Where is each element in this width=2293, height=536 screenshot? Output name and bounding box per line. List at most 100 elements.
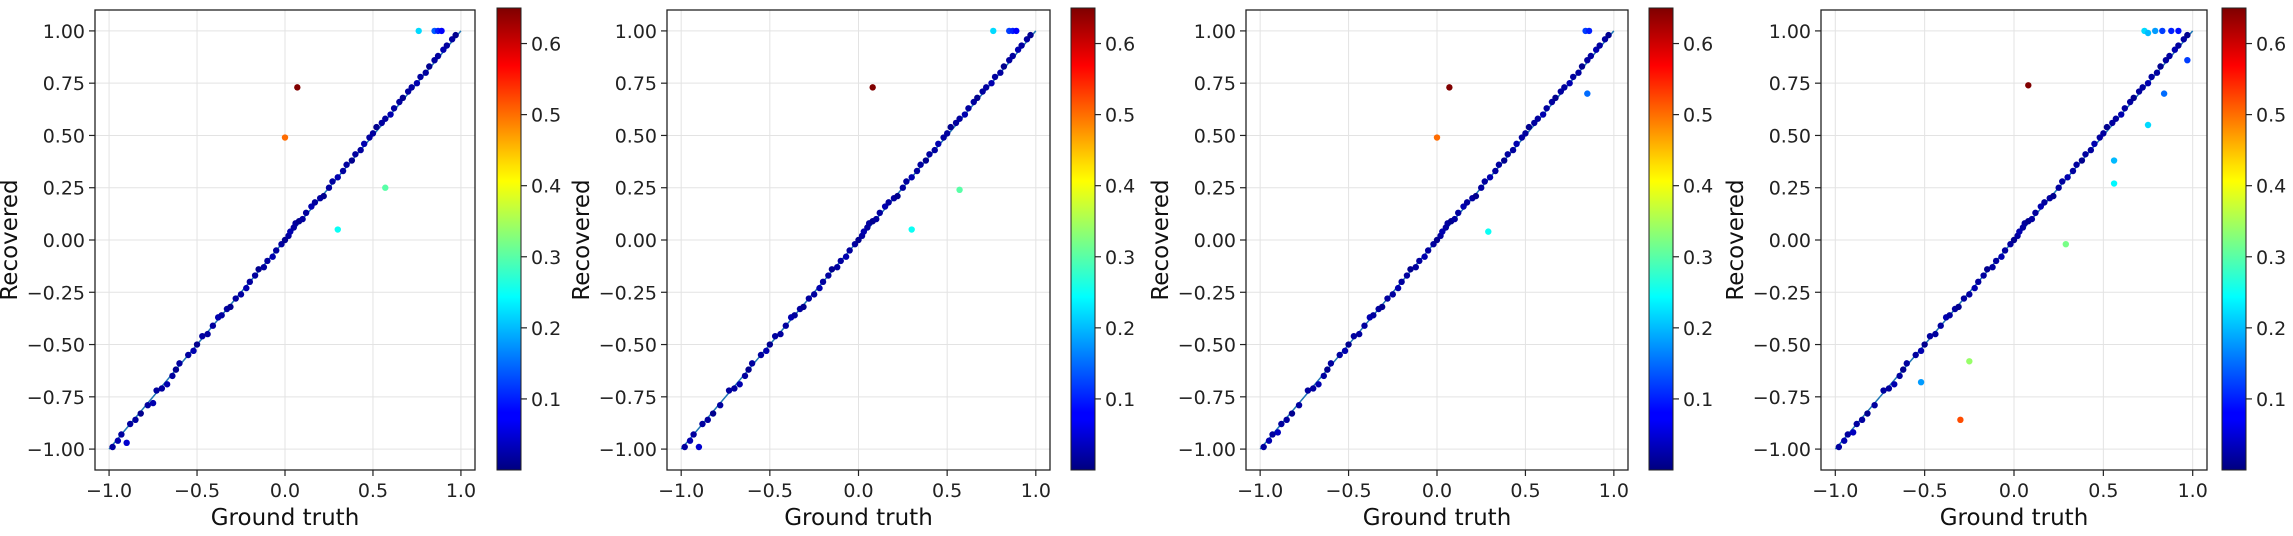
data-point	[294, 84, 301, 91]
data-point	[766, 341, 774, 348]
data-point	[2184, 31, 2191, 39]
data-point	[2069, 167, 2077, 175]
x-tick-label: −1.0	[1812, 480, 1858, 502]
data-point	[1013, 27, 1020, 35]
data-point	[805, 295, 813, 302]
colorbar-tick-label: 0.5	[2256, 105, 2286, 127]
data-point	[1310, 385, 1317, 392]
data-point	[1960, 295, 1968, 302]
grid	[1246, 10, 1628, 470]
colorbar: 0.1 0.2 0.3 0.4 0.5 0.6	[2221, 7, 2286, 471]
data-point	[2148, 73, 2155, 81]
data-point	[1341, 347, 1349, 355]
data-point	[448, 36, 456, 43]
data-point	[947, 123, 954, 131]
data-point	[390, 105, 398, 112]
data-point	[704, 416, 711, 424]
data-points	[1835, 27, 2191, 451]
data-point	[1424, 247, 1432, 254]
data-point	[2159, 27, 2166, 35]
data-point	[956, 115, 963, 122]
data-point	[2162, 56, 2170, 64]
data-point	[1504, 151, 1511, 158]
data-point	[2130, 94, 2137, 102]
data-point	[1871, 401, 1878, 409]
data-point	[243, 284, 250, 292]
data-points	[681, 27, 1034, 451]
colorbar-tick-label: 0.3	[2256, 247, 2286, 269]
data-point	[1433, 236, 1441, 244]
data-point	[255, 266, 262, 273]
data-point	[2041, 199, 2048, 206]
grid	[667, 10, 1050, 470]
colorbar-tick-label: 0.3	[531, 247, 561, 269]
colorbar-tick-label: 0.6	[1683, 34, 1713, 56]
data-point	[1989, 263, 1996, 271]
x-tick-label: 1.0	[1599, 480, 1629, 502]
data-point	[1009, 52, 1016, 60]
data-point	[204, 330, 211, 338]
colorbar-tick-label: 0.5	[1683, 105, 1713, 127]
x-tick-label: 1.0	[446, 480, 476, 502]
data-point	[1912, 351, 1919, 359]
data-point	[1265, 437, 1273, 444]
y-tick-label: −1.00	[27, 439, 85, 461]
data-point	[2037, 203, 2045, 210]
data-point	[1917, 378, 1925, 386]
y-tick-label: 0.75	[43, 73, 85, 95]
data-point	[2096, 134, 2103, 141]
colorbar-tick-label: 0.2	[2256, 318, 2286, 340]
data-point	[1378, 303, 1386, 311]
data-points	[1260, 27, 1612, 451]
data-point	[800, 303, 807, 311]
data-point	[1605, 31, 1612, 39]
data-point	[2007, 240, 2014, 248]
x-tick-label: 0.5	[358, 480, 388, 502]
data-point	[366, 134, 373, 141]
data-point	[2121, 105, 2128, 112]
data-point	[1932, 330, 1939, 338]
data-point	[251, 272, 259, 279]
grid	[95, 10, 475, 470]
data-point	[741, 372, 749, 380]
data-point	[1518, 134, 1526, 141]
data-point	[2091, 140, 2098, 148]
scatter-panel-1: −1.0 −0.5 0.0 0.5 1.0 −1.00 −0.75 −0.50 −0.25 0.0…	[0, 7, 561, 531]
y-tick-label: −1.00	[1753, 439, 1811, 461]
data-point	[440, 46, 447, 53]
data-point	[1552, 94, 1559, 102]
data-point	[334, 226, 341, 233]
data-point	[837, 257, 844, 265]
y-tick-label: 0.00	[43, 230, 85, 252]
data-point	[1412, 263, 1419, 271]
data-point	[158, 385, 166, 392]
colorbar-gradient	[1648, 7, 1674, 471]
data-point	[1384, 295, 1391, 302]
colorbar: 0.1 0.2 0.3 0.4 0.5 0.6	[1648, 7, 1713, 471]
data-point	[118, 431, 125, 438]
data-point	[1478, 184, 1485, 191]
data-point	[846, 247, 853, 254]
data-point	[339, 167, 347, 175]
data-point	[1853, 420, 1860, 428]
data-point	[842, 253, 850, 260]
colorbar-tick-label: 0.5	[1105, 105, 1135, 127]
data-point	[926, 151, 933, 158]
x-tick-label: 1.0	[1021, 480, 1051, 502]
colorbar-tick-label: 0.5	[531, 105, 561, 127]
data-point	[190, 347, 197, 355]
data-point	[974, 94, 981, 102]
data-point	[2184, 56, 2191, 64]
data-point	[452, 31, 459, 39]
data-point	[1539, 111, 1547, 118]
y-tick-label: −0.75	[599, 387, 657, 409]
data-point	[2062, 240, 2070, 248]
data-point	[2168, 27, 2175, 35]
data-point	[908, 226, 915, 233]
data-point	[965, 105, 972, 112]
data-point	[834, 263, 841, 271]
x-tick-label: 0.0	[1422, 480, 1452, 502]
data-point	[1575, 69, 1582, 76]
data-point	[273, 247, 280, 254]
data-point	[169, 372, 176, 380]
